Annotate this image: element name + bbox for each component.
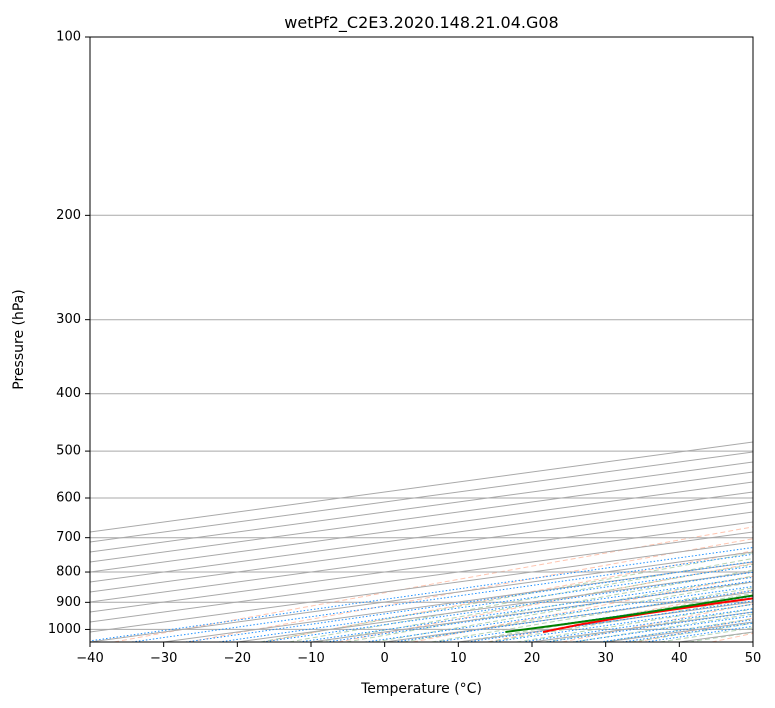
- x-tick-label: 0: [381, 651, 389, 666]
- moist-adiabat: [573, 613, 753, 642]
- mixing-ratio-line: [394, 590, 753, 642]
- isotherm-line: [531, 611, 753, 642]
- moist-adiabat: [459, 592, 753, 642]
- isotherm-line: [90, 451, 753, 543]
- plot-area: 0.10.20.40.611.52346810131620253036-100-…: [90, 37, 753, 642]
- dry-adiabat: [263, 550, 753, 642]
- y-tick-label: 600: [56, 491, 81, 506]
- y-tick-label: 500: [56, 444, 81, 459]
- y-tick-label: 400: [56, 386, 81, 401]
- isobars: [90, 37, 753, 630]
- isotherm-line: [90, 551, 753, 642]
- moist-adiabat: [260, 552, 753, 642]
- moist-adiabat: [289, 557, 753, 642]
- temperature-line: [542, 597, 753, 633]
- isotherm-line: [90, 481, 753, 573]
- y-tick-label: 900: [56, 595, 81, 610]
- dry-adiabat: [487, 589, 753, 642]
- plot-frame: [89, 36, 754, 643]
- x-tick-label: −20: [224, 651, 251, 666]
- isotherm-line: [90, 511, 753, 603]
- x-axis-label: Temperature (°C): [360, 681, 482, 697]
- y-tick-label: 700: [56, 530, 81, 545]
- y-tick-label: 100: [56, 30, 81, 45]
- isotherm-line: [752, 641, 753, 642]
- y-tick-label: 800: [56, 565, 81, 580]
- isotherm-line: [90, 471, 753, 563]
- y-tick-label: 300: [56, 312, 81, 327]
- moist-adiabat: [487, 598, 753, 642]
- moist-adiabats: [260, 552, 753, 642]
- moist-adiabat: [544, 608, 753, 642]
- mixing-ratio-line: [299, 576, 753, 642]
- moist-adiabat: [660, 627, 753, 642]
- isotherm-line: [90, 501, 753, 593]
- isotherm-line: [90, 461, 753, 553]
- x-tick-label: 30: [597, 651, 614, 666]
- x-tick-label: −10: [297, 651, 324, 666]
- x-axis: −40 −30 −20 −10 0 10 20 30 40 50: [76, 642, 761, 666]
- x-tick-label: −40: [76, 651, 103, 666]
- y-tick-label: 1000: [48, 622, 81, 637]
- dry-adiabats: [114, 526, 753, 642]
- isotherms: [90, 441, 753, 642]
- moist-adiabat: [602, 618, 753, 642]
- dry-adiabat: [636, 617, 753, 642]
- isotherm-line: [310, 581, 753, 642]
- x-tick-label: 50: [745, 651, 762, 666]
- x-tick-label: 20: [524, 651, 541, 666]
- isotherm-line: [90, 531, 753, 623]
- moist-adiabat: [374, 575, 753, 642]
- moist-adiabat: [317, 563, 753, 642]
- isotherm-line: [90, 541, 753, 633]
- isotherm-line: [90, 491, 753, 583]
- dewpoint-line: [505, 594, 753, 633]
- mixing-ratio-line: [365, 585, 753, 642]
- x-tick-label: −30: [150, 651, 177, 666]
- moist-adiabat: [403, 581, 753, 642]
- moist-adiabat: [689, 631, 753, 642]
- mixing-ratio-line: [90, 546, 753, 642]
- chart-title: wetPf2_C2E3.2020.148.21.04.G08: [284, 13, 558, 33]
- y-axis: 100 200 300 400 500 600 700 800 900 1000: [48, 30, 90, 637]
- x-tick-label: 40: [671, 651, 688, 666]
- x-tick-label: 10: [450, 651, 467, 666]
- dry-adiabat: [114, 526, 753, 642]
- y-tick-label: 200: [56, 208, 81, 223]
- dry-adiabat: [338, 562, 753, 642]
- isotherm-line: [605, 621, 753, 642]
- dry-adiabat: [711, 632, 753, 642]
- mixing-ratio-line: [436, 595, 753, 642]
- mixing-ratio-line: [546, 611, 753, 642]
- isotherm-line: [384, 591, 753, 642]
- mixing-ratio-lines: [90, 546, 753, 642]
- mixing-ratio-line: [326, 580, 753, 642]
- isotherm-line: [90, 521, 753, 613]
- dry-adiabat: [562, 603, 753, 642]
- y-axis-label: Pressure (hPa): [11, 289, 27, 389]
- moist-adiabat: [346, 569, 753, 642]
- sounding-series: [505, 594, 753, 633]
- moist-adiabat: [516, 603, 753, 642]
